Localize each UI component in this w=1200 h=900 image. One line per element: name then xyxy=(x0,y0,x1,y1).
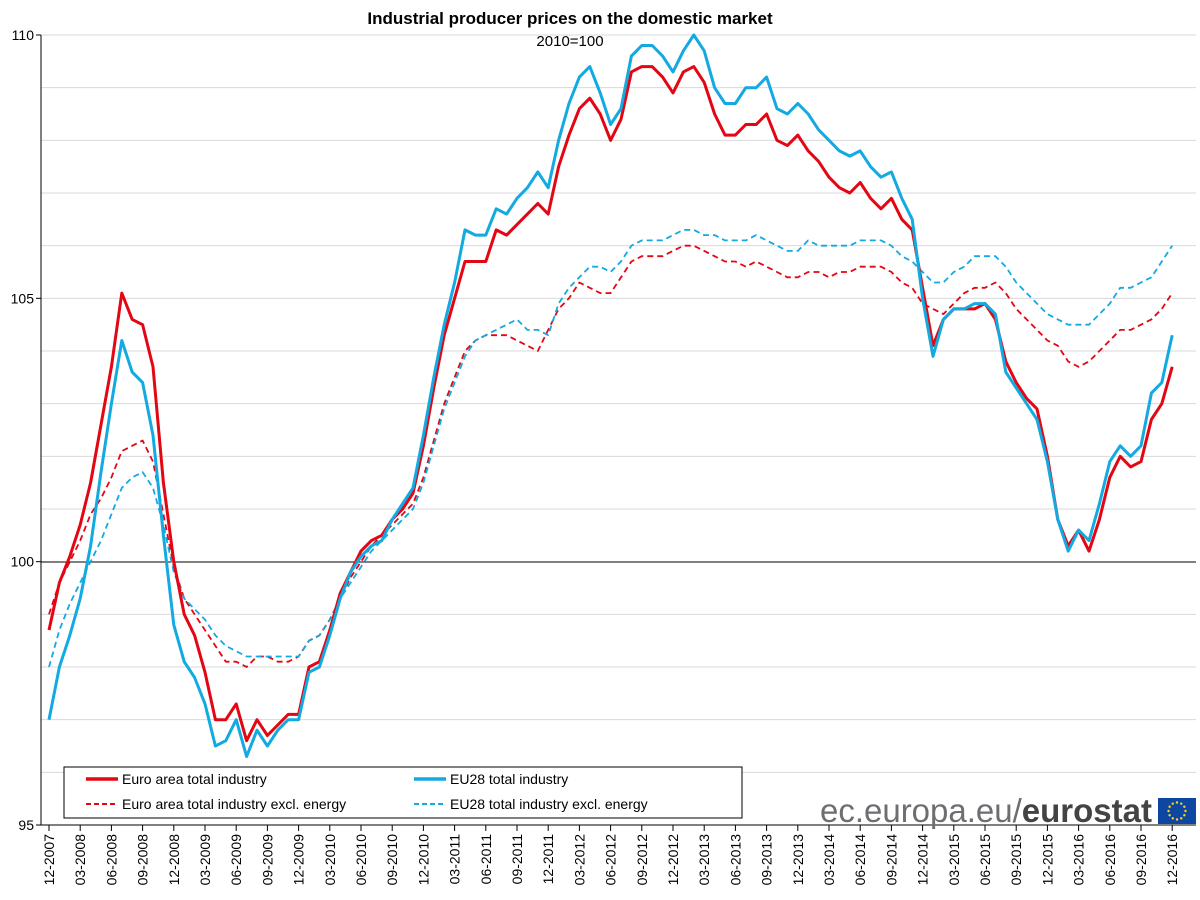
flag-star xyxy=(1183,814,1186,817)
x-tick-label: 09-2015 xyxy=(1008,834,1024,886)
x-tick-label: 12-2007 xyxy=(41,834,57,886)
series-line-eu28-total-industry-excl-energy xyxy=(48,228,1173,668)
x-tick-label: 09-2011 xyxy=(509,834,525,885)
flag-star xyxy=(1175,801,1179,804)
eurostat-branding: ec.europa.eu/eurostat xyxy=(820,792,1196,829)
branding-text: ec.europa.eu/eurostat xyxy=(820,792,1152,829)
x-tick-label: 06-2011 xyxy=(478,834,494,885)
x-tick-label: 03-2016 xyxy=(1071,834,1087,886)
y-tick-label: 100 xyxy=(11,554,35,570)
y-tick-label: 95 xyxy=(18,817,34,833)
x-tick-label: 06-2008 xyxy=(103,834,119,886)
x-tick-label: 03-2014 xyxy=(821,834,837,886)
gridlines xyxy=(41,34,1196,773)
x-tick-label: 12-2010 xyxy=(415,834,431,886)
x-tick-label: 12-2015 xyxy=(1039,834,1055,886)
series-lines xyxy=(47,33,1174,758)
flag-star xyxy=(1171,802,1174,805)
y-tick-label: 110 xyxy=(12,27,35,43)
x-tick-label: 09-2014 xyxy=(883,834,899,886)
flag-star xyxy=(1167,809,1170,813)
x-tick-label: 06-2012 xyxy=(603,834,619,886)
y-tick-label: 105 xyxy=(11,290,35,306)
branding-domain: ec.europa.eu/ xyxy=(820,792,1023,829)
flag-star xyxy=(1168,805,1171,808)
legend-box xyxy=(63,766,743,819)
x-tick-label: 03-2012 xyxy=(571,834,587,886)
legend: Euro area total industry EU28 total indu… xyxy=(63,766,743,819)
x-tick-label: 03-2009 xyxy=(197,834,213,886)
x-tick-label: 03-2010 xyxy=(322,834,338,886)
x-tick-label: 12-2014 xyxy=(915,834,931,886)
flag-star xyxy=(1168,814,1171,817)
x-tick-label: 06-2014 xyxy=(852,834,868,886)
x-tick-label: 03-2013 xyxy=(696,834,712,886)
x-tick-label: 12-2011 xyxy=(540,834,556,885)
x-tick-label: 06-2010 xyxy=(353,834,369,886)
legend-label-euro-area-total: Euro area total industry xyxy=(122,771,267,787)
series-line-eu28-total-industry xyxy=(47,33,1174,758)
x-tick-label: 12-2009 xyxy=(291,834,307,886)
x-tick-label: 09-2008 xyxy=(135,834,151,886)
flag-star xyxy=(1171,817,1174,820)
x-tick-label: 09-2013 xyxy=(759,834,775,886)
x-tick-label: 12-2013 xyxy=(790,834,806,886)
flag-star xyxy=(1180,802,1183,805)
x-tick-label: 12-2012 xyxy=(665,834,681,886)
x-tick-label: 03-2011 xyxy=(447,834,463,885)
legend-label-euro-area-excl-energy: Euro area total industry excl. energy xyxy=(122,796,346,812)
series-line-euro-area-total-industry-excl-energy xyxy=(48,244,1173,668)
flag-star xyxy=(1180,817,1183,820)
x-tick-label: 03-2015 xyxy=(946,834,962,886)
x-tick-label: 09-2016 xyxy=(1133,834,1149,886)
branding-eurostat: eurostat xyxy=(1022,792,1152,829)
legend-label-eu28-total: EU28 total industry xyxy=(450,771,568,787)
x-tick-label: 03-2008 xyxy=(72,834,88,886)
y-axis-ticks: 95 100 105 110 xyxy=(11,27,41,833)
x-tick-label: 06-2009 xyxy=(228,834,244,886)
flag-star xyxy=(1183,805,1186,808)
x-tick-label: 12-2008 xyxy=(166,834,182,886)
flag-star xyxy=(1175,818,1179,821)
x-tick-label: 12-2016 xyxy=(1164,834,1180,886)
x-axis-ticks: 12-2007 03-2008 06-2008 09-2008 12-2008 03-20… xyxy=(41,825,1180,885)
x-tick-label: 06-2016 xyxy=(1102,834,1118,886)
x-tick-label: 09-2012 xyxy=(634,834,650,886)
x-tick-label: 06-2013 xyxy=(727,834,743,886)
chart-subtitle: 2010=100 xyxy=(536,33,603,50)
x-tick-label: 06-2015 xyxy=(977,834,993,886)
chart-title: Industrial producer prices on the domest… xyxy=(367,9,773,28)
legend-label-eu28-excl-energy: EU28 total industry excl. energy xyxy=(450,796,648,812)
eu-flag-icon xyxy=(1158,798,1196,824)
x-tick-label: 09-2010 xyxy=(384,834,400,886)
flag-star xyxy=(1184,809,1187,813)
x-tick-label: 09-2009 xyxy=(259,834,275,886)
